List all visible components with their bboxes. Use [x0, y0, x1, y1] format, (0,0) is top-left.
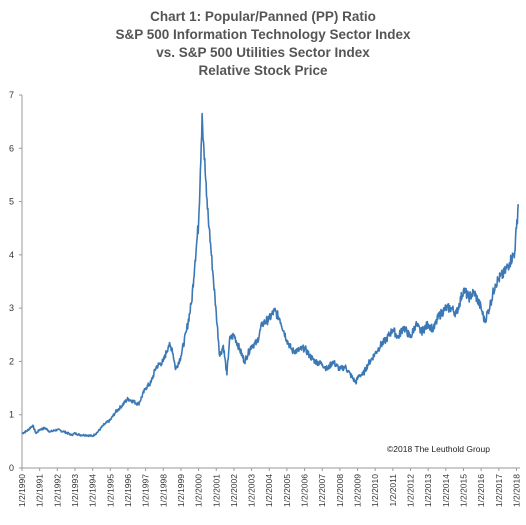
- x-tick-label: 1/2/2004: [264, 474, 274, 507]
- chart-title-line-3: vs. S&P 500 Utilities Sector Index: [156, 45, 370, 60]
- x-tick-label: 1/2/1995: [105, 474, 115, 507]
- x-tick-label: 1/2/1992: [52, 474, 62, 507]
- x-tick-label: 1/2/2018: [511, 474, 521, 507]
- y-tick-label: 5: [9, 197, 14, 207]
- chart-title-line-1: Chart 1: Popular/Panned (PP) Ratio: [150, 9, 376, 24]
- y-tick-label: 7: [9, 90, 14, 100]
- y-tick-label: 1: [9, 410, 14, 420]
- x-tick-label: 1/2/2006: [300, 474, 310, 507]
- copyright-annotation: ©2018 The Leuthold Group: [387, 444, 490, 454]
- y-tick-label: 2: [9, 356, 14, 366]
- x-tick-label: 1/2/2014: [441, 474, 451, 507]
- y-tick-label: 3: [9, 303, 14, 313]
- x-tick-label: 1/2/2011: [388, 474, 398, 507]
- x-tick-label: 1/2/2008: [335, 474, 345, 507]
- x-tick-label: 1/2/1991: [35, 474, 45, 507]
- x-tick-label: 1/2/1990: [17, 474, 27, 507]
- y-tick-label: 4: [9, 250, 14, 260]
- x-tick-label: 1/2/1994: [88, 474, 98, 507]
- y-tick-label: 6: [9, 143, 14, 153]
- x-tick-label: 1/2/2012: [406, 474, 416, 507]
- x-tick-label: 1/2/2001: [211, 474, 221, 507]
- x-tick-label: 1/2/1998: [158, 474, 168, 507]
- x-axis-ticks: 1/2/1990 1/2/1991 1/2/1992 1/2/1993 1/2/1994…: [17, 468, 521, 507]
- y-tick-label: 0: [9, 463, 14, 473]
- y-axis-ticks: 0 1 2 3 4 5 6 7: [9, 90, 22, 473]
- x-tick-label: 1/2/2017: [494, 474, 504, 507]
- x-tick-label: 1/2/2013: [423, 474, 433, 507]
- x-tick-label: 1/2/2015: [458, 474, 468, 507]
- x-tick-label: 1/2/2010: [370, 474, 380, 507]
- x-tick-label: 1/2/2002: [229, 474, 239, 507]
- x-tick-label: 1/2/2005: [282, 474, 292, 507]
- x-tick-label: 1/2/1996: [123, 474, 133, 507]
- x-tick-label: 1/2/2009: [353, 474, 363, 507]
- x-tick-label: 1/2/1999: [176, 474, 186, 507]
- x-tick-label: 1/2/1993: [70, 474, 80, 507]
- chart-title-line-2: S&P 500 Information Technology Sector In…: [115, 27, 411, 42]
- x-tick-label: 1/2/2000: [194, 474, 204, 507]
- x-tick-label: 1/2/2016: [476, 474, 486, 507]
- chart-title-line-4: Relative Stock Price: [198, 63, 328, 78]
- x-tick-label: 1/2/2003: [247, 474, 257, 507]
- x-tick-label: 1/2/1997: [141, 474, 151, 507]
- x-tick-label: 1/2/2007: [317, 474, 327, 507]
- series-line: [21, 112, 519, 438]
- chart-axes: [21, 95, 520, 469]
